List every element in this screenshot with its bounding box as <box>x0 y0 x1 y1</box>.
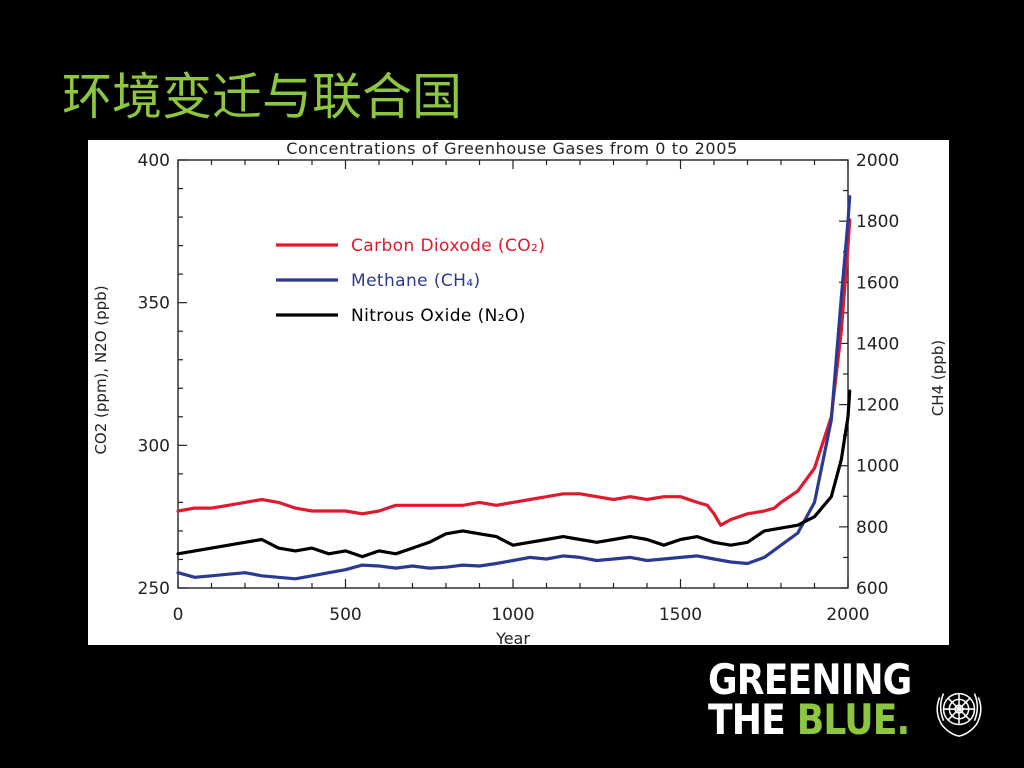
greenhouse-gas-chart: Concentrations of Greenhouse Gases from … <box>92 140 947 645</box>
x-tick-label: 0 <box>173 605 184 625</box>
legend: Carbon Dioxode (CO₂) Methane (CH₄) Nitrous… <box>276 236 545 326</box>
series-line-2 <box>176 195 852 581</box>
y-axis-label-left: CO2 (ppm), N2O (ppb) <box>92 285 110 454</box>
chart-panel: Concentrations of Greenhouse Gases from … <box>88 140 949 645</box>
logo-the: THE <box>708 695 797 744</box>
logo-line-greening: GREENING <box>708 655 912 704</box>
legend-label-2: Methane (CH₄) <box>351 271 481 291</box>
logo-blue: BLUE. <box>796 695 911 744</box>
series-lines <box>176 195 852 581</box>
slide-title: 环境变迁与联合国 <box>62 68 462 126</box>
x-axis-label: Year <box>495 629 530 645</box>
legend-label-1: Carbon Dioxode (CO₂) <box>351 236 545 256</box>
series-line-1 <box>176 218 852 527</box>
y-tick-label-right: 1800 <box>856 212 899 232</box>
chart-title: Concentrations of Greenhouse Gases from … <box>286 140 738 158</box>
y-tick-label-right: 1200 <box>856 396 899 416</box>
y-tick-label-left: 300 <box>138 436 170 456</box>
y-axis-label-right: CH4 (ppb) <box>929 340 947 416</box>
y-tick-label-right: 1600 <box>856 273 899 293</box>
y-tick-label-right: 600 <box>856 579 888 599</box>
y-tick-label-left: 350 <box>138 294 170 314</box>
y-tick-label-right: 2000 <box>856 151 899 171</box>
y-tick-label-left: 400 <box>138 151 170 171</box>
greening-the-blue-logo: GREENING THE BLUE. <box>708 655 912 741</box>
legend-label-3: Nitrous Oxide (N₂O) <box>351 306 526 326</box>
axis-ticks: 0 500 1000 1500 2000 250 300 350 400 600 800 1000 12… <box>138 151 900 625</box>
y-tick-label-right: 1400 <box>856 334 899 354</box>
y-tick-label-left: 250 <box>138 579 170 599</box>
y-tick-label-right: 800 <box>856 518 888 538</box>
y-tick-label-right: 1000 <box>856 457 899 477</box>
plot-frame <box>177 159 849 589</box>
x-tick-label: 1000 <box>491 605 534 625</box>
series-line-3 <box>176 389 852 559</box>
x-tick-label: 1500 <box>659 605 702 625</box>
x-tick-label: 2000 <box>826 605 869 625</box>
un-emblem-icon <box>936 692 982 737</box>
x-tick-label: 500 <box>329 605 361 625</box>
logo-line-the-blue: THE BLUE. <box>708 699 910 741</box>
